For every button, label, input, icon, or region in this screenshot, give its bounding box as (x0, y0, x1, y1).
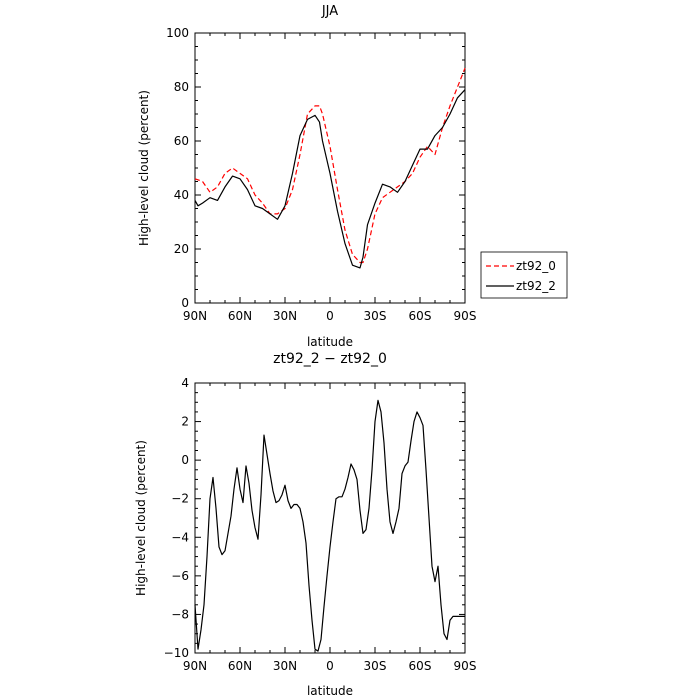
bottom-y-axis-label: High-level cloud (percent) (134, 440, 148, 596)
top-x-tick-label: 60N (228, 309, 252, 323)
legend: zt92_0 zt92_2 (480, 251, 568, 299)
bottom-x-tick-label: 60N (228, 659, 252, 673)
top-x-tick-label: 30N (273, 309, 297, 323)
bottom-y-tick-label: −2 (171, 492, 189, 506)
top-x-tick-label: 90N (183, 309, 207, 323)
bottom-chart-title: zt92_2 − zt92_0 (273, 351, 387, 367)
bottom-x-tick-label: 30N (273, 659, 297, 673)
top-series-line-zt92-2 (194, 89, 466, 269)
legend-label-zt92-0: zt92_0 (516, 259, 556, 273)
bottom-panel: zt92_2 − zt92_0 90N 60N 30N 0 30S 60S 90S −10 −8… (134, 351, 476, 698)
top-y-tick-label: 80 (174, 80, 189, 94)
top-panel: JJA 90N 60N 30N 0 30S 60S 90S 0 20 40 60 80 100 lati… (137, 4, 476, 349)
bottom-series-group (194, 399, 465, 652)
legend-label-zt92-2: zt92_2 (516, 279, 556, 293)
bottom-y-tick-label: −8 (171, 607, 189, 621)
bottom-y-tick-label: −10 (164, 646, 189, 660)
top-series-line-zt92-0 (194, 67, 466, 264)
top-y-axis-label: High-level cloud (percent) (137, 90, 151, 246)
top-y-tick-label: 60 (174, 134, 189, 148)
bottom-y-tick-label: 4 (181, 376, 189, 390)
bottom-y-tick-label: −6 (171, 569, 189, 583)
top-chart-title: JJA (321, 4, 338, 19)
bottom-series-line-0 (194, 399, 465, 652)
top-y-tick-label: 100 (166, 26, 189, 40)
bottom-x-tick-label: 30S (364, 659, 387, 673)
top-y-tick-label: 40 (174, 188, 189, 202)
top-x-tick-label: 30S (364, 309, 387, 323)
top-axis-ticks: 90N 60N 30N 0 30S 60S 90S 0 20 40 60 80 100 (166, 26, 476, 323)
top-x-axis-label: latitude (307, 335, 353, 349)
top-x-tick-label: 60S (409, 309, 432, 323)
bottom-axis-ticks: 90N 60N 30N 0 30S 60S 90S −10 −8 −6 −4 −2 0 2 4 (164, 376, 477, 673)
top-x-tick-label: 0 (326, 309, 334, 323)
bottom-x-tick-label: 90N (183, 659, 207, 673)
top-x-tick-label: 90S (454, 309, 477, 323)
bottom-y-tick-label: 0 (181, 453, 189, 467)
top-y-tick-label: 20 (174, 242, 189, 256)
legend-box (480, 251, 568, 299)
bottom-x-tick-label: 0 (326, 659, 334, 673)
bottom-y-tick-label: 2 (181, 415, 189, 429)
top-y-tick-label: 0 (181, 296, 189, 310)
bottom-y-tick-label: −4 (171, 530, 189, 544)
top-series-group (194, 67, 466, 269)
bottom-x-tick-label: 90S (454, 659, 477, 673)
bottom-x-axis-label: latitude (307, 684, 353, 698)
bottom-x-tick-label: 60S (409, 659, 432, 673)
